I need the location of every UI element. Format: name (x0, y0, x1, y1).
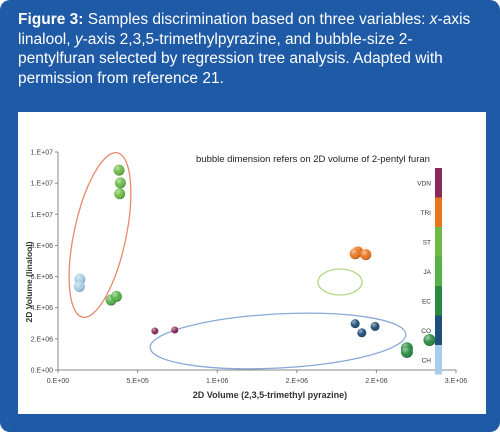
x-tick-label: 2.E+06 (365, 378, 387, 385)
x-tick-label: 3.E+06 (445, 378, 467, 385)
data-point-shade (357, 328, 367, 338)
legend-swatch-ec (435, 286, 442, 316)
legend-label-tri: TRI (421, 210, 432, 217)
y-tick-label: 1.E+07 (31, 181, 53, 188)
legend: VDN TRI ST JA EC CO CH (417, 168, 442, 375)
axes: 0.E+00 5.E+05 1.E+06 2.E+06 2.E+06 3.E+06 0.E+… (31, 150, 468, 386)
legend-label-co: CO (421, 328, 431, 335)
data-points (73, 164, 436, 358)
data-point-shade (360, 249, 372, 261)
y-tick-label: 0.E+00 (31, 368, 53, 375)
legend-label-ch: CH (422, 357, 432, 364)
data-point-shade (110, 290, 122, 302)
data-point-shade (423, 334, 436, 347)
x-tick-label: 5.E+05 (126, 378, 148, 385)
y-tick-label: 2.E+06 (31, 336, 53, 343)
y-tick-label: 4.E+06 (31, 305, 53, 312)
y-tick-label: 1.E+07 (31, 150, 53, 157)
legend-label-ec: EC (422, 298, 431, 305)
data-point-shade (350, 319, 360, 329)
chart-title: bubble dimension refers on 2D volume of … (196, 154, 430, 165)
data-point-shade (113, 164, 125, 176)
data-point-shade (171, 326, 179, 334)
st-ja-ch-group-ellipse (68, 152, 132, 318)
legend-swatch-tri (435, 197, 442, 227)
x-axis-label: 2D Volume (2,3,5-trimethyl pyrazine) (193, 390, 347, 400)
legend-swatch-vdn (435, 168, 442, 198)
data-point-shade (400, 345, 413, 358)
legend-swatch-co (435, 315, 442, 345)
caption-text-3: -axis 2,3,5-trimethylpyrazine, and bubbl… (18, 30, 443, 87)
data-point-shade (114, 188, 126, 200)
data-point-shade (73, 280, 85, 292)
legend-swatch-ch (435, 345, 442, 375)
figure-caption: Figure 3: Samples discrimination based o… (18, 10, 486, 88)
legend-swatch-st (435, 227, 442, 257)
y-tick-label: 8.E+06 (31, 243, 53, 250)
legend-label-st: ST (423, 239, 431, 246)
y-axis-label: 2D Volume (linalool) (24, 241, 34, 322)
vdn-co-ec-group-ellipse (149, 312, 407, 370)
tri-group-ellipse (317, 268, 363, 296)
caption-x-italic: x (429, 11, 438, 28)
data-point-shade (114, 177, 126, 189)
x-tick-label: 0.E+00 (47, 378, 69, 385)
legend-label-vdn: VDN (417, 180, 431, 187)
group-ellipses (68, 152, 407, 370)
data-point-shade (151, 327, 159, 335)
legend-swatch-ja (435, 256, 442, 286)
x-tick-label: 2.E+06 (286, 378, 308, 385)
y-tick-label: 1.E+07 (31, 212, 53, 219)
plot-panel: 0.E+00 5.E+05 1.E+06 2.E+06 2.E+06 3.E+06 0.E+… (18, 112, 486, 414)
caption-lead: Figure 3: (18, 11, 84, 28)
caption-text-2: -axis linalool, (18, 11, 471, 48)
data-point-shade (349, 248, 361, 260)
caption-y-italic: y (74, 30, 83, 48)
data-point-shade (370, 321, 380, 331)
x-tick-label: 1.E+06 (206, 378, 228, 385)
legend-label-ja: JA (423, 269, 431, 276)
caption-text-1: Samples discrimination based on three va… (83, 11, 430, 28)
y-tick-label: 6.E+06 (31, 274, 53, 281)
scatter-chart: 0.E+00 5.E+05 1.E+06 2.E+06 2.E+06 3.E+06 0.E+… (24, 150, 468, 401)
